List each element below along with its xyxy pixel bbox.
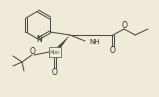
Polygon shape [53,35,70,53]
Text: O: O [30,47,36,56]
Text: O: O [110,46,116,55]
Text: NH: NH [89,39,100,45]
Text: O: O [52,68,58,77]
Bar [49,47,61,57]
Text: O: O [122,21,128,30]
Text: N: N [36,35,42,43]
Text: Abo: Abo [50,49,60,55]
